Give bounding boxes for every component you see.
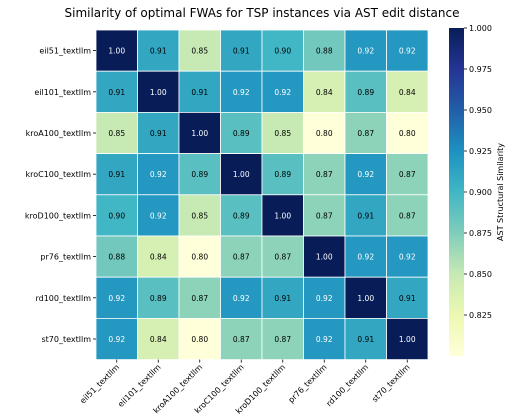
cell-value-label: 0.92 <box>357 170 374 179</box>
cell-value-label: 0.87 <box>316 170 333 179</box>
cell-value-label: 0.91 <box>108 88 125 97</box>
cell-value-label: 1.00 <box>233 170 250 179</box>
cell-value-label: 0.92 <box>316 294 333 303</box>
cell-value-label: 0.85 <box>108 129 125 138</box>
cell-value-label: 0.91 <box>150 47 167 56</box>
cell-value-label: 0.84 <box>399 88 416 97</box>
column-label: st70_textllm <box>370 363 412 405</box>
colorbar-tick-label: 0.825 <box>469 311 492 320</box>
cell-value-label: 0.89 <box>233 129 250 138</box>
row-label: eil101_textllm <box>34 88 91 97</box>
cell-value-label: 0.84 <box>316 88 333 97</box>
cell-value-label: 0.91 <box>274 294 291 303</box>
cell-value-label: 0.91 <box>108 170 125 179</box>
cell-value-label: 0.87 <box>233 253 250 262</box>
cell-value-label: 0.92 <box>399 253 416 262</box>
cell-value-label: 0.89 <box>274 170 291 179</box>
cell-value-label: 1.00 <box>150 88 167 97</box>
column-label: pr76_textllm <box>287 363 329 405</box>
cell-value-label: 0.92 <box>108 294 125 303</box>
cell-value-label: 0.91 <box>357 335 374 344</box>
row-label: rd100_textllm <box>35 294 91 303</box>
row-label: kroD100_textllm <box>25 211 91 220</box>
colorbar-tick-label: 0.925 <box>469 147 492 156</box>
cell-value-label: 0.80 <box>191 253 208 262</box>
cell-value-label: 0.87 <box>274 253 291 262</box>
cell-value-label: 0.91 <box>233 47 250 56</box>
cell-value-label: 1.00 <box>191 129 208 138</box>
row-label: kroC100_textllm <box>25 170 91 179</box>
colorbar-gradient <box>449 28 464 356</box>
cell-value-label: 0.91 <box>357 211 374 220</box>
cell-value-label: 0.87 <box>191 294 208 303</box>
row-label: kroA100_textllm <box>26 129 92 138</box>
colorbar-tick-label: 0.875 <box>469 229 492 238</box>
row-label: st70_textllm <box>41 335 91 344</box>
column-label: eil101_textllm <box>116 363 163 410</box>
column-label: rd100_textllm <box>325 363 371 409</box>
colorbar-label: AST Structural Similarity <box>496 143 505 241</box>
cell-value-label: 1.00 <box>316 253 333 262</box>
cell-value-label: 0.90 <box>108 211 125 220</box>
colorbar-tick-label: 0.975 <box>469 65 492 74</box>
heatmap-cells: 1.00 0.91 0.85 0.91 0.90 0.88 0.92 0.92 0.91 1.00… <box>96 30 428 360</box>
chart-title: Similarity of optimal FWAs for TSP insta… <box>65 6 460 20</box>
cell-value-label: 0.89 <box>150 294 167 303</box>
cell-value-label: 0.85 <box>191 47 208 56</box>
cell-value-label: 0.80 <box>316 129 333 138</box>
cell-value-label: 0.88 <box>108 253 125 262</box>
cell-value-label: 0.90 <box>274 47 291 56</box>
column-label: eil51_textllm <box>78 363 121 406</box>
cell-value-label: 0.87 <box>274 335 291 344</box>
column-labels: eil51_textllmeil101_textllmkroA100_textl… <box>78 360 411 416</box>
cell-value-label: 0.87 <box>399 211 416 220</box>
cell-value-label: 1.00 <box>399 335 416 344</box>
colorbar: 0.825 0.850 0.875 0.900 0.925 0.950 0.975 1.000 <box>449 24 492 356</box>
cell-value-label: 0.92 <box>233 294 250 303</box>
row-labels: eil51_textllm eil101_textllm kroA100_textl… <box>25 47 96 344</box>
cell-value-label: 0.88 <box>316 47 333 56</box>
colorbar-tick-label: 0.900 <box>469 188 492 197</box>
cell-value-label: 0.92 <box>274 88 291 97</box>
cell-value-label: 0.87 <box>399 170 416 179</box>
cell-value-label: 0.91 <box>150 129 167 138</box>
cell-value-label: 0.92 <box>108 335 125 344</box>
cell-value-label: 0.85 <box>191 211 208 220</box>
cell-value-label: 0.92 <box>316 335 333 344</box>
cell-value-label: 0.89 <box>233 211 250 220</box>
cell-value-label: 0.92 <box>150 211 167 220</box>
cell-value-label: 0.89 <box>191 170 208 179</box>
row-label: eil51_textllm <box>39 47 91 56</box>
colorbar-tick-label: 0.850 <box>469 270 492 279</box>
cell-value-label: 0.89 <box>357 88 374 97</box>
row-label: pr76_textllm <box>40 253 91 262</box>
cell-value-label: 0.80 <box>191 335 208 344</box>
colorbar-tick-label: 0.950 <box>469 106 492 115</box>
cell-value-label: 0.84 <box>150 253 167 262</box>
cell-value-label: 0.87 <box>357 129 374 138</box>
cell-value-label: 0.92 <box>357 47 374 56</box>
cell-value-label: 0.84 <box>150 335 167 344</box>
cell-value-label: 1.00 <box>357 294 374 303</box>
cell-value-label: 0.80 <box>399 129 416 138</box>
cell-value-label: 0.87 <box>316 211 333 220</box>
cell-value-label: 0.92 <box>233 88 250 97</box>
cell-value-label: 0.91 <box>191 88 208 97</box>
cell-value-label: 0.87 <box>233 335 250 344</box>
cell-value-label: 0.92 <box>150 170 167 179</box>
colorbar-tick-label: 1.000 <box>469 24 492 33</box>
cell-value-label: 0.85 <box>274 129 291 138</box>
cell-value-label: 1.00 <box>274 211 291 220</box>
cell-value-label: 0.91 <box>399 294 416 303</box>
cell-value-label: 0.92 <box>357 253 374 262</box>
cell-value-label: 0.92 <box>399 47 416 56</box>
cell-value-label: 1.00 <box>108 47 125 56</box>
